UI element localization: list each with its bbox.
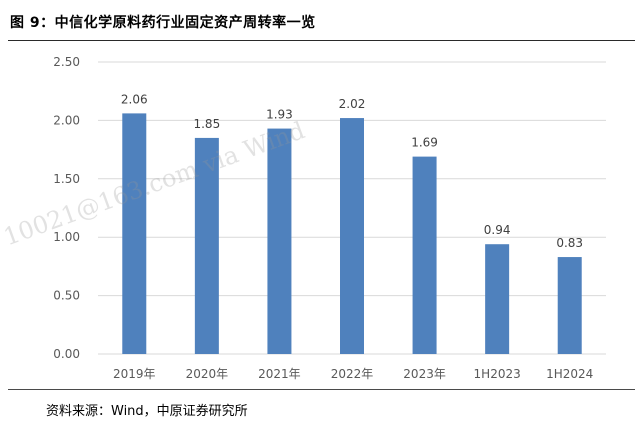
bar-5 xyxy=(412,156,437,354)
y-tick-label: 1.50 xyxy=(53,172,80,186)
y-axis-ticks: 0.00 0.50 1.00 1.50 2.00 2.50 xyxy=(53,55,80,361)
data-label: 1.85 xyxy=(193,117,220,131)
bar-2 xyxy=(194,137,219,354)
bar-3 xyxy=(267,128,292,354)
bar-1 xyxy=(122,113,147,354)
x-tick-label: 2019年 xyxy=(113,367,156,381)
bar-7 xyxy=(557,257,582,354)
bar-6 xyxy=(485,244,510,354)
x-tick-label: 2020年 xyxy=(186,367,229,381)
y-tick-label: 1.00 xyxy=(53,230,80,244)
y-tick-label: 2.00 xyxy=(53,113,80,127)
x-tick-label: 2022年 xyxy=(331,367,374,381)
x-tick-label: 2021年 xyxy=(258,367,301,381)
data-label: 2.06 xyxy=(121,92,148,106)
data-labels: 2.06 1.85 1.93 2.02 1.69 0.94 0.83 xyxy=(121,92,583,250)
data-label: 1.93 xyxy=(266,108,293,122)
x-tick-label: 1H2024 xyxy=(546,367,593,381)
data-label: 0.94 xyxy=(484,223,511,237)
y-tick-label: 0.50 xyxy=(53,289,80,303)
source-note: 资料来源：Wind，中原证券研究所 xyxy=(46,404,248,419)
data-label: 1.69 xyxy=(411,136,438,150)
bar-4 xyxy=(340,118,364,355)
title-divider xyxy=(8,40,635,41)
y-tick-label: 0.00 xyxy=(53,347,80,361)
x-tick-label: 1H2023 xyxy=(474,367,521,381)
source-divider xyxy=(8,389,635,390)
data-label: 0.83 xyxy=(556,236,583,250)
x-tick-label: 2023年 xyxy=(403,367,446,381)
y-tick-label: 2.50 xyxy=(53,55,80,69)
figure-title: 图 9：中信化学原料药行业固定资产周转率一览 xyxy=(10,15,316,31)
bars xyxy=(122,113,582,355)
data-label: 2.02 xyxy=(339,97,366,111)
x-axis-ticks: 2019年 2020年 2021年 2022年 2023年 1H2023 1H2024 xyxy=(113,367,593,381)
